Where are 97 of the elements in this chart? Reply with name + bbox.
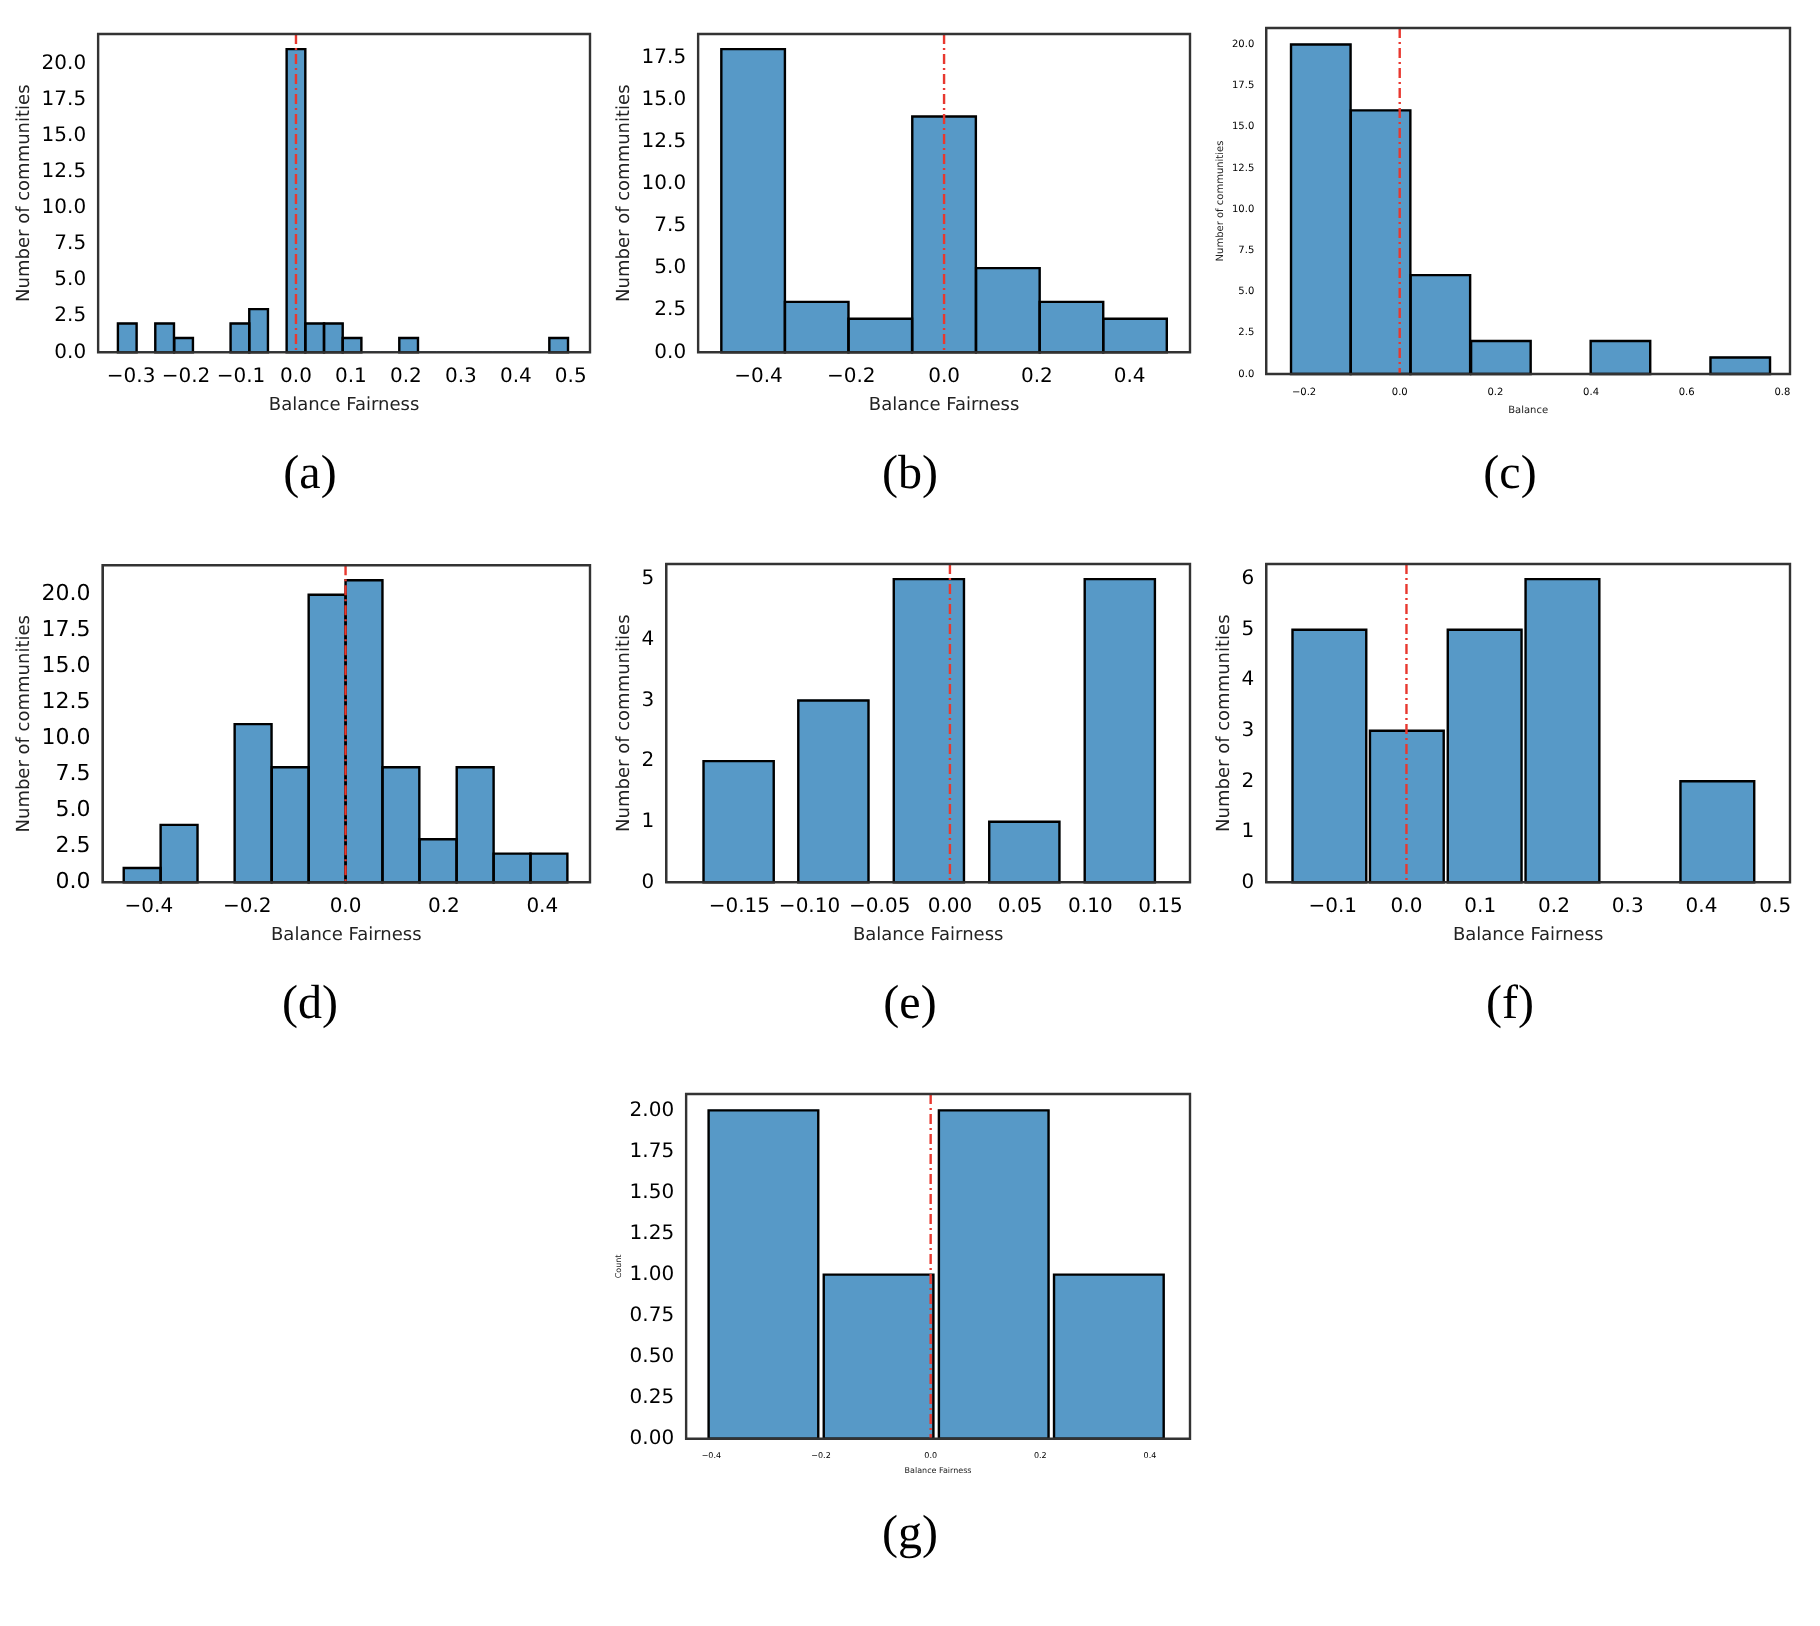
y-tick-label: 1 — [1241, 821, 1255, 844]
x-tick-label: −0.1 — [1308, 895, 1357, 918]
x-tick-label: −0.3 — [106, 365, 156, 388]
y-axis-title: Number of communities — [615, 613, 636, 832]
y-axis-title: Number of communities — [15, 83, 36, 302]
y-axis-title: Number of communities — [1215, 613, 1236, 832]
y-tick-label: 5.0 — [654, 257, 687, 280]
x-axis-title: Balance Fairness — [868, 395, 1020, 416]
x-tick-label: −0.2 — [826, 365, 876, 388]
y-tick-label: 10.0 — [41, 724, 91, 751]
y-tick-label: 3 — [1241, 719, 1255, 742]
x-tick-label: 0.3 — [1611, 895, 1644, 918]
y-tick-label: 15.0 — [641, 88, 687, 111]
x-axis-title: Balance Fairness — [271, 925, 423, 946]
x-tick-label: −0.1 — [216, 365, 266, 388]
y-tick-label: 20.0 — [41, 580, 91, 607]
y-tick-label: 1.75 — [629, 1140, 675, 1163]
y-tick-label: 0.50 — [629, 1345, 675, 1368]
y-tick-label: 0.75 — [629, 1304, 675, 1327]
y-tick-label: 15.0 — [41, 652, 91, 679]
y-tick-label: 2 — [1241, 770, 1255, 793]
y-tick-label: 4 — [641, 629, 655, 651]
x-tick-label: 0.4 — [1685, 895, 1718, 918]
y-tick-label: 12.5 — [641, 131, 687, 154]
x-axis-title: Balance Fairness — [1452, 925, 1605, 946]
x-tick-label: −0.2 — [161, 365, 211, 388]
x-tick-label: −0.15 — [708, 895, 770, 918]
y-tick-label: 0.0 — [654, 341, 687, 364]
y-tick-label: 2.00 — [629, 1099, 675, 1122]
y-tick-label: 12.5 — [41, 161, 87, 184]
y-tick-label: 1.25 — [629, 1222, 675, 1245]
y-tick-label: 1.50 — [629, 1181, 675, 1204]
y-tick-label: 7.5 — [55, 760, 91, 787]
x-tick-label: 0.2 — [389, 365, 422, 388]
y-tick-label: 1.00 — [629, 1263, 675, 1286]
text: (e) — [883, 978, 937, 1032]
y-tick-label: 17.5 — [641, 46, 687, 69]
x-tick-label: 0.4 — [499, 365, 532, 388]
x-tick-label: 0.10 — [1068, 895, 1113, 918]
y-tick-label: 2 — [641, 750, 655, 773]
y-tick-label: 5.0 — [55, 796, 91, 823]
x-tick-label: 0.05 — [997, 895, 1043, 918]
x-tick-label: 0.2 — [1538, 895, 1570, 918]
x-tick-label: 0.00 — [927, 895, 973, 918]
x-tick-label: 0.4 — [526, 895, 559, 918]
y-tick-label: 7.5 — [654, 215, 687, 238]
y-tick-label: 2.5 — [54, 305, 87, 328]
y-tick-label: 7.5 — [54, 233, 87, 256]
y-tick-label: 0.25 — [629, 1386, 675, 1409]
x-tick-label: 0.5 — [554, 365, 587, 388]
x-tick-label: 0.2 — [428, 895, 460, 918]
y-tick-label: 4 — [1241, 669, 1255, 692]
x-tick-label: 0.1 — [335, 365, 367, 388]
x-tick-label: 0.2 — [1020, 365, 1053, 388]
x-tick-label: 0.4 — [1113, 365, 1146, 388]
y-tick-label: 2.5 — [55, 832, 91, 859]
x-tick-label: 0.3 — [444, 365, 477, 388]
y-tick-label: 17.5 — [41, 616, 91, 643]
y-tick-label: 6 — [1241, 568, 1255, 591]
y-tick-label: 10.0 — [641, 173, 687, 196]
x-tick-label: 0.1 — [1464, 895, 1497, 918]
y-tick-label: 5 — [641, 568, 655, 591]
y-tick-label: 5 — [1241, 618, 1255, 641]
x-tick-label: 0.0 — [329, 895, 362, 918]
y-tick-label: 0.0 — [55, 868, 91, 895]
y-tick-label: 17.5 — [41, 88, 87, 111]
x-tick-label: 0.5 — [1759, 895, 1792, 918]
y-axis-title: Number of communities — [15, 614, 36, 833]
y-tick-label: 15.0 — [41, 124, 87, 147]
text: (c) — [1483, 448, 1537, 502]
text: (a) — [283, 448, 337, 502]
y-tick-label: 0 — [1241, 871, 1255, 894]
y-tick-label: 20.0 — [41, 52, 87, 75]
y-tick-label: 2.5 — [654, 299, 687, 322]
x-axis-title: Balance Fairness — [852, 925, 1005, 946]
y-tick-label: 10.0 — [41, 197, 87, 220]
y-tick-label: 3 — [641, 689, 655, 712]
x-tick-label: 0.0 — [928, 365, 960, 388]
text: (d) — [282, 978, 338, 1032]
y-tick-label: 12.5 — [41, 688, 91, 715]
y-axis-title: Number of communities — [615, 83, 636, 302]
x-tick-label: −0.2 — [222, 895, 272, 918]
x-tick-label: 0.15 — [1138, 895, 1183, 918]
x-tick-label: −0.10 — [778, 895, 841, 918]
x-tick-label: −0.4 — [124, 895, 174, 918]
x-axis-title: Balance Fairness — [268, 395, 420, 416]
text: (g) — [882, 1508, 938, 1562]
x-tick-label: −0.05 — [849, 895, 911, 918]
x-tick-label: 0.0 — [1390, 895, 1423, 918]
text: (f) — [1486, 978, 1534, 1032]
y-tick-label: 5.0 — [54, 269, 87, 292]
y-tick-label: 0.0 — [54, 341, 87, 364]
x-tick-label: 0.0 — [280, 365, 312, 388]
text: (b) — [882, 448, 938, 502]
y-tick-label: 0 — [641, 871, 655, 894]
y-tick-label: 1 — [641, 810, 655, 833]
x-tick-label: −0.4 — [734, 365, 783, 388]
